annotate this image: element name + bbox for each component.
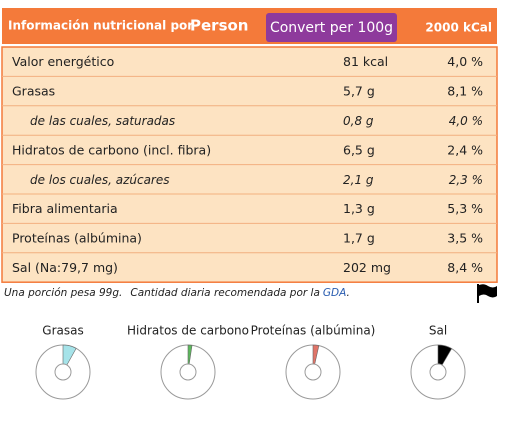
nutrient-name: Sal (Na:79,7 mg) [12, 260, 118, 275]
gauge-hole [179, 363, 197, 381]
nutrient-name: Hidratos de carbono (incl. fibra) [12, 142, 211, 157]
nutrient-name: Proteínas (albúmina) [12, 231, 142, 246]
gauge-hole [304, 363, 322, 381]
header-title: Información nutricional por [8, 19, 193, 33]
convert-button-label[interactable]: Convert per 100g [270, 20, 393, 36]
gauge-hole [54, 363, 72, 381]
gauge-hole [429, 363, 447, 381]
gauge-label: Sal [429, 324, 447, 338]
nutrient-amount: 5,7 g [343, 84, 375, 99]
nutrient-amount: 202 mg [343, 260, 391, 275]
nutrient-name: Fibra alimentaria [12, 201, 118, 216]
portion-note: Una porción pesa 99g. [4, 287, 122, 299]
nutrient-percent: 8,4 % [447, 260, 483, 275]
header-unit[interactable]: Person [190, 17, 248, 35]
nutrient-amount: 2,1 g [343, 173, 374, 187]
gda-link[interactable]: GDA [323, 287, 347, 299]
nutrient-amount: 6,5 g [343, 142, 375, 157]
gauge-label: Proteínas (albúmina) [251, 324, 376, 338]
nutrient-amount: 1,7 g [343, 231, 375, 246]
nutrient-percent: 4,0 % [449, 114, 483, 128]
footer-note: Una porción pesa 99g. Cantidad diaria rec… [4, 287, 350, 299]
nutrient-name: de los cuales, azúcares [30, 173, 170, 187]
nutrient-amount: 1,3 g [343, 201, 375, 216]
nutrient-percent: 2,3 % [449, 173, 483, 187]
nutrient-name: de las cuales, saturadas [30, 114, 175, 128]
nutrient-percent: 5,3 % [447, 201, 483, 216]
gauge-label: Grasas [42, 324, 83, 338]
flag-icon[interactable] [477, 284, 497, 303]
reference-intake: 2000 kCal [425, 21, 492, 35]
nutrient-percent: 4,0 % [447, 54, 483, 69]
nutrient-percent: 3,5 % [447, 231, 483, 246]
nutrient-percent: 2,4 % [447, 142, 483, 157]
nutrient-name: Grasas [12, 84, 55, 99]
nutrient-name: Valor energético [12, 54, 114, 69]
gda-end: . [347, 287, 350, 299]
nutrient-percent: 8,1 % [447, 84, 483, 99]
nutrient-amount: 81 kcal [343, 54, 388, 69]
header-bar [2, 8, 497, 44]
gda-text: Cantidad diaria recomendada por la [130, 287, 320, 299]
convert-button[interactable] [266, 13, 397, 42]
nutrient-amount: 0,8 g [343, 114, 374, 128]
gauge-label: Hidratos de carbono [127, 324, 249, 338]
